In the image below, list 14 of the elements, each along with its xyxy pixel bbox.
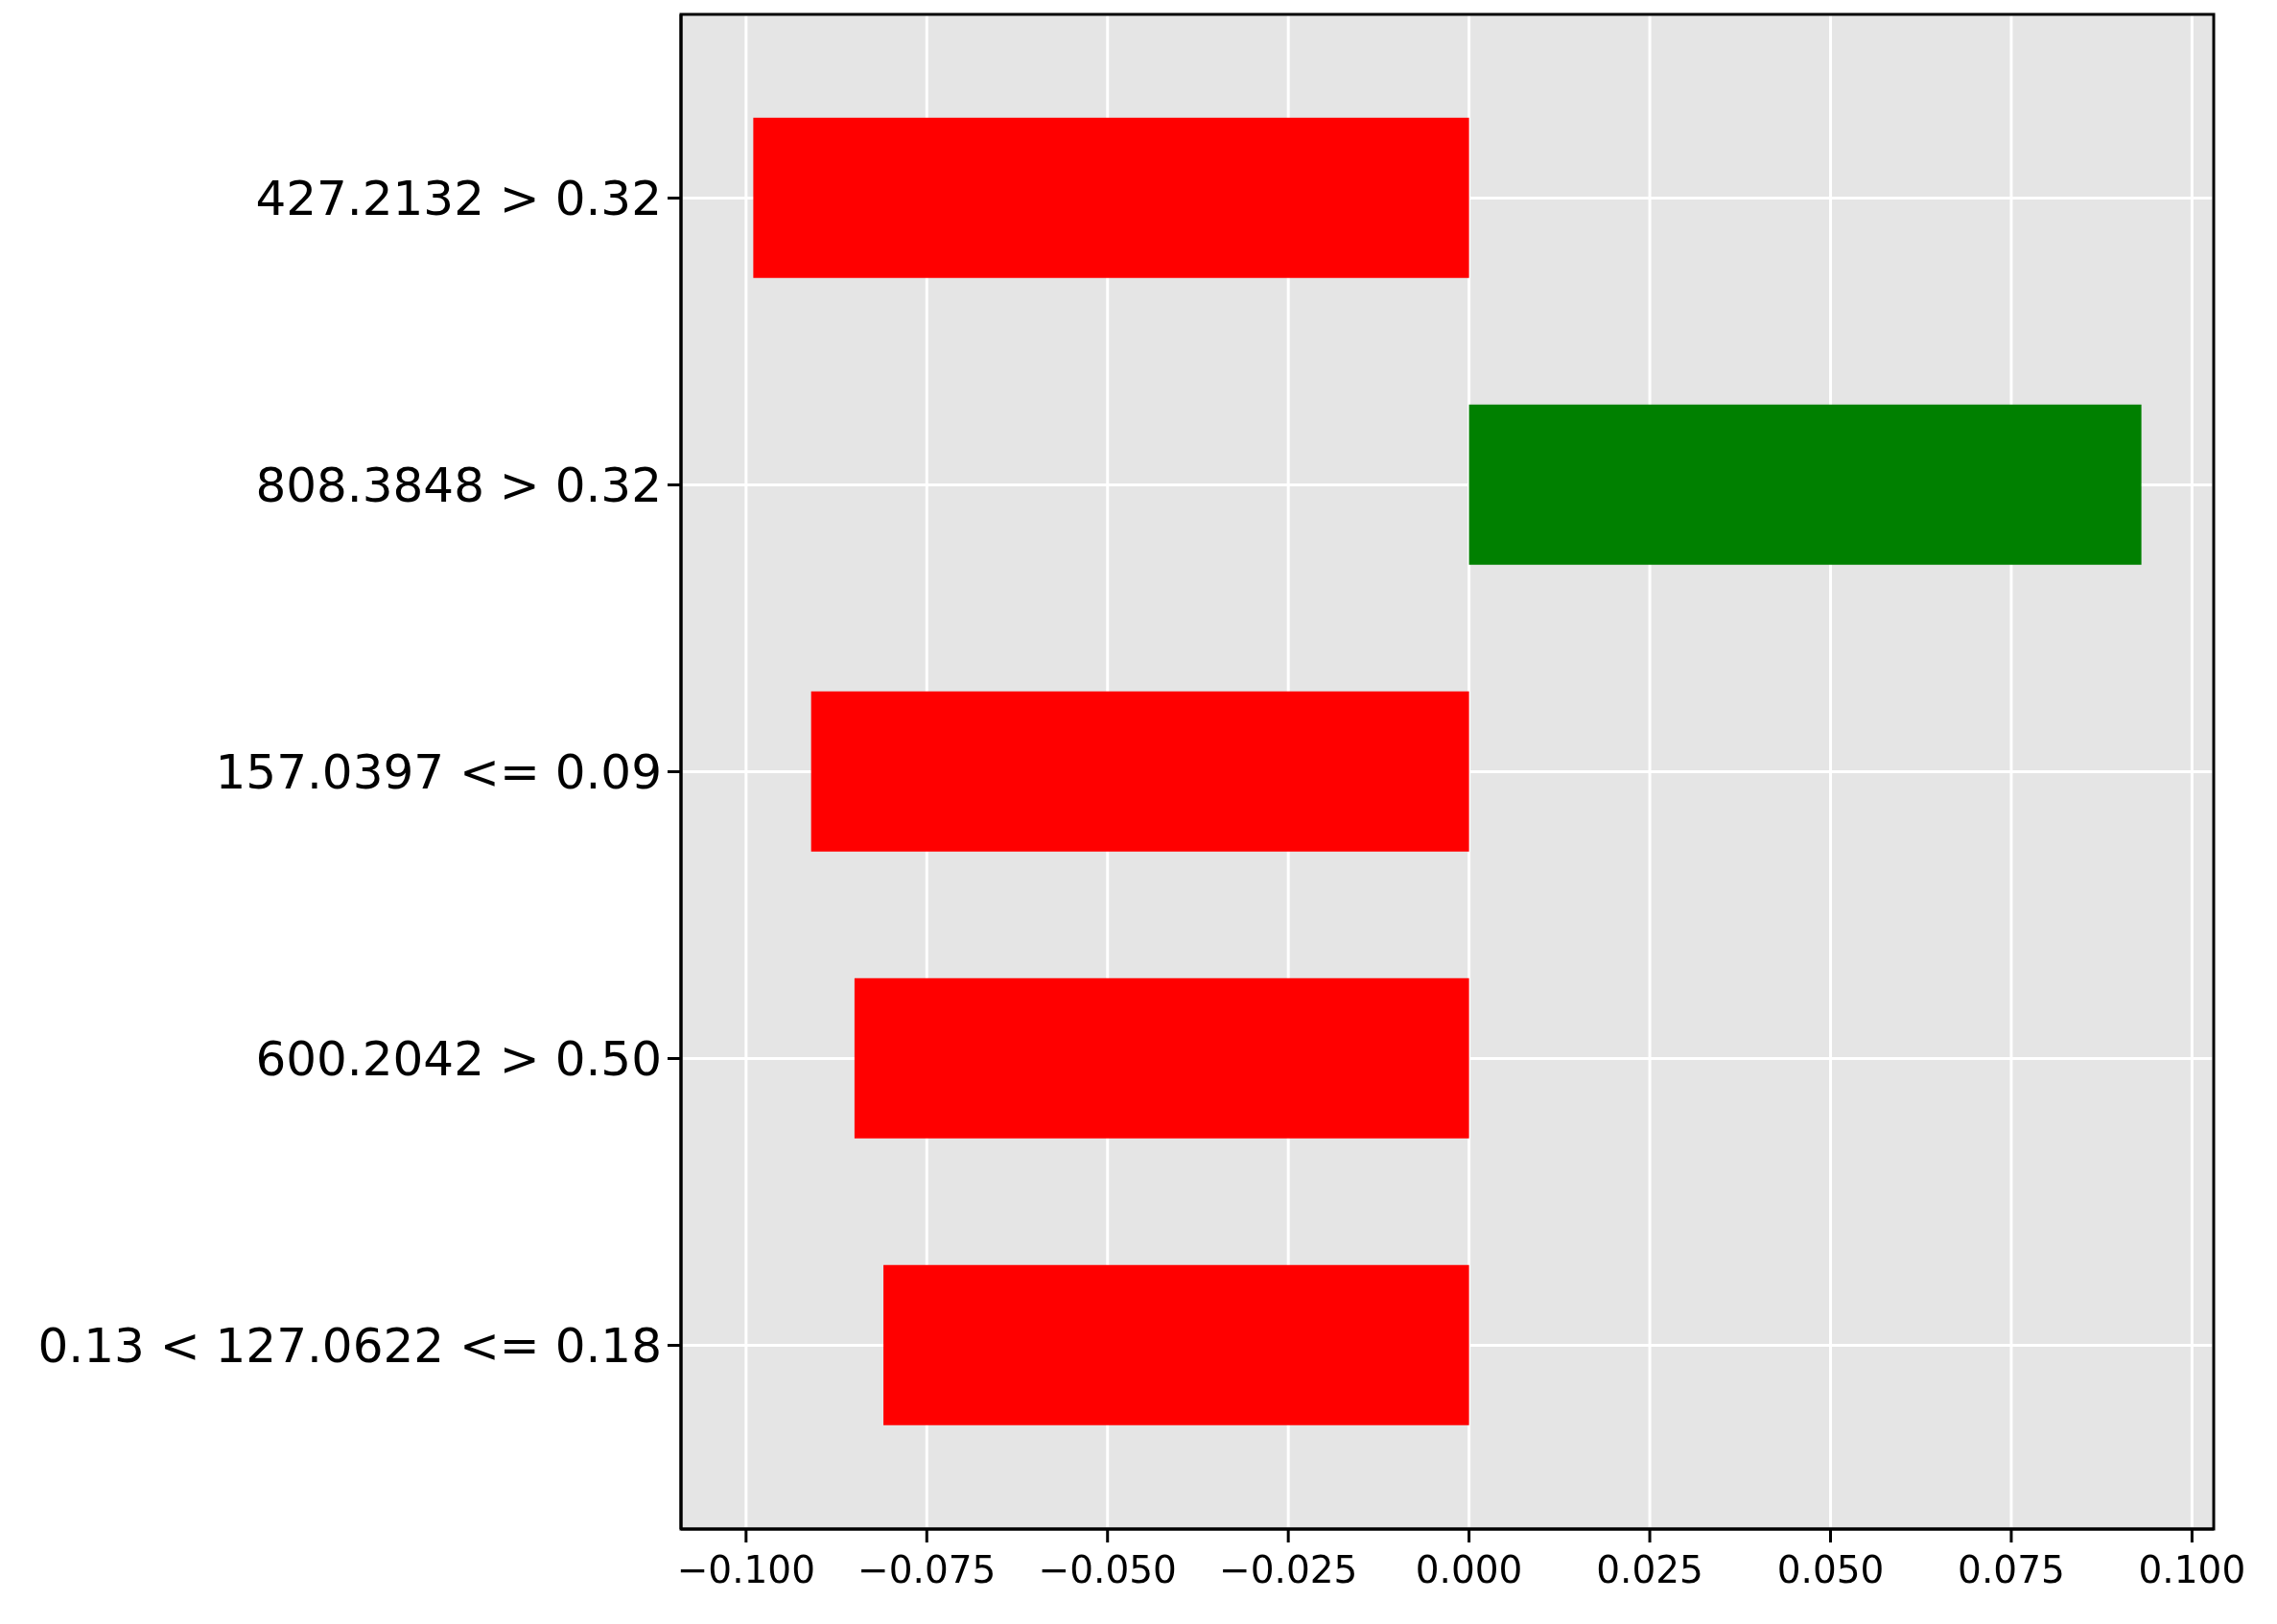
- x-tick-label: 0.100: [2138, 1547, 2246, 1591]
- y-tick-label: 157.0397 <= 0.09: [215, 744, 662, 801]
- y-tick-label: 427.2132 > 0.32: [255, 171, 662, 227]
- x-tick-label: 0.050: [1776, 1547, 1885, 1591]
- x-tick-label: −0.075: [857, 1547, 997, 1591]
- x-tick-label: −0.050: [1038, 1547, 1177, 1591]
- x-tick-label: −0.025: [1219, 1547, 1358, 1591]
- y-tick-label: 600.2042 > 0.50: [255, 1031, 662, 1088]
- x-tick-label: 0.075: [1958, 1547, 2065, 1591]
- y-tick-label: 0.13 < 127.0622 <= 0.18: [37, 1318, 662, 1375]
- x-tick-label: 0.000: [1415, 1547, 1523, 1591]
- y-tick-label: 808.3848 > 0.32: [255, 458, 662, 514]
- x-tick-label: −0.100: [676, 1547, 815, 1591]
- x-tick-label: 0.025: [1596, 1547, 1703, 1591]
